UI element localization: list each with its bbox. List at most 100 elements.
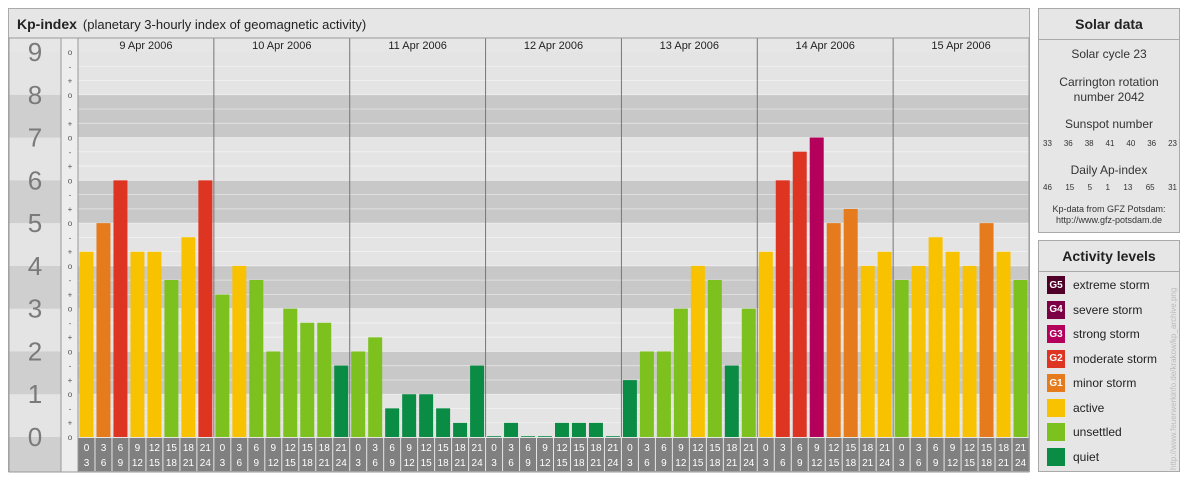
interval-start-label: 0 xyxy=(355,443,361,454)
interval-end-label: 9 xyxy=(661,458,667,469)
legend-swatch: G5 xyxy=(1047,276,1065,294)
y-label-band xyxy=(9,265,61,309)
interval-start-label: 18 xyxy=(862,443,874,454)
kp-bar xyxy=(605,436,620,437)
legend-swatch: G1 xyxy=(1047,374,1065,392)
ap-values: 46 15 5 1 13 65 31 xyxy=(1043,183,1177,192)
interval-end-label: 12 xyxy=(404,458,416,469)
interval-start-label: 9 xyxy=(406,443,412,454)
kp-bar xyxy=(266,351,281,437)
sub-tick-label: o xyxy=(68,219,73,228)
sub-tick-label: + xyxy=(68,77,73,86)
kp-bar xyxy=(181,237,196,437)
solar-data-heading: Solar data xyxy=(1039,9,1179,40)
interval-cell xyxy=(774,438,791,471)
interval-cell xyxy=(214,438,231,471)
legend-swatch xyxy=(1047,447,1065,466)
kp-bar xyxy=(300,322,315,437)
legend-item-active: active xyxy=(1047,398,1104,418)
kp-bar xyxy=(588,422,603,437)
interval-start-label: 15 xyxy=(709,443,721,454)
kp-bar xyxy=(622,380,637,437)
interval-end-label: 6 xyxy=(916,458,922,469)
kp-bar xyxy=(164,280,179,437)
legend-item-quiet: quiet xyxy=(1047,447,1099,467)
kp-bar xyxy=(453,422,468,437)
ap-label: Daily Ap-index xyxy=(1070,163,1148,177)
interval-cell xyxy=(910,438,927,471)
legend-label: moderate storm xyxy=(1073,351,1158,366)
ap-value-1: 15 xyxy=(1065,183,1075,192)
interval-end-label: 6 xyxy=(101,458,107,469)
interval-start-label: 6 xyxy=(118,443,124,454)
chart-frame xyxy=(8,37,1030,473)
y-tick-label: 9 xyxy=(28,37,42,67)
interval-start-label: 18 xyxy=(998,443,1010,454)
legend-item-strong-storm: G3 strong storm xyxy=(1047,324,1140,344)
interval-cell xyxy=(876,438,893,471)
interval-end-label: 24 xyxy=(743,458,755,469)
legend-swatch: G2 xyxy=(1047,349,1065,368)
interval-start-label: 21 xyxy=(472,443,484,454)
grid-band xyxy=(78,52,1029,95)
kp-bar xyxy=(843,208,858,437)
y-label-band xyxy=(9,437,61,472)
sub-tick-column xyxy=(61,38,78,472)
interval-cell xyxy=(995,438,1012,471)
interval-start-label: 0 xyxy=(899,443,905,454)
interval-cell xyxy=(333,438,350,471)
interval-cell xyxy=(604,438,621,471)
interval-cell xyxy=(435,438,452,471)
interval-end-label: 6 xyxy=(237,458,243,469)
interval-end-label: 9 xyxy=(797,458,803,469)
interval-start-label: 9 xyxy=(271,443,277,454)
interval-start-label: 3 xyxy=(916,443,922,454)
interval-end-label: 21 xyxy=(455,458,467,469)
interval-end-label: 21 xyxy=(726,458,738,469)
interval-cell xyxy=(757,438,774,471)
interval-cell xyxy=(163,438,180,471)
interval-start-label: 12 xyxy=(964,443,976,454)
interval-cell xyxy=(537,438,553,471)
legend-label: strong storm xyxy=(1073,327,1140,341)
y-tick-label: 5 xyxy=(28,208,42,238)
interval-start-label: 21 xyxy=(879,443,891,454)
interval-end-label: 21 xyxy=(862,458,874,469)
y-tick-label: 0 xyxy=(28,422,42,452)
interval-end-label: 21 xyxy=(998,458,1010,469)
interval-end-label: 9 xyxy=(933,458,939,469)
interval-cell xyxy=(927,438,944,471)
legend-item-minor-storm: G1 minor storm xyxy=(1047,373,1136,393)
interval-end-label: 18 xyxy=(709,458,721,469)
interval-cell xyxy=(961,438,978,471)
interval-cell xyxy=(825,438,842,471)
interval-start-label: 3 xyxy=(101,443,107,454)
interval-start-label: 0 xyxy=(491,443,497,454)
sub-tick-label: + xyxy=(68,162,73,171)
kp-bar xyxy=(860,265,875,437)
kp-bar xyxy=(639,351,654,437)
interval-start-label: 0 xyxy=(627,443,633,454)
interval-end-label: 3 xyxy=(220,458,226,469)
kp-bar xyxy=(758,251,773,437)
y-label-band xyxy=(9,137,61,181)
y-tick-label: 4 xyxy=(28,251,42,281)
interval-end-label: 21 xyxy=(590,458,602,469)
interval-cell xyxy=(893,438,910,471)
kp-bar xyxy=(436,408,451,437)
interval-start-label: 9 xyxy=(135,443,141,454)
interval-start-label: 18 xyxy=(319,443,331,454)
interval-end-label: 9 xyxy=(525,458,531,469)
interval-start-label: 15 xyxy=(166,443,178,454)
legend-label: quiet xyxy=(1073,449,1100,464)
kp-bar xyxy=(877,251,892,437)
legend-label: active xyxy=(1073,400,1105,415)
kp-bar xyxy=(1013,280,1028,437)
interval-cell xyxy=(570,438,587,471)
interval-start-label: 12 xyxy=(149,443,161,454)
kp-bar xyxy=(419,394,434,437)
kp-bar xyxy=(707,280,722,437)
sub-tick-label: o xyxy=(68,305,73,314)
interval-start-label: 21 xyxy=(607,443,619,454)
kp-bar xyxy=(130,251,145,437)
